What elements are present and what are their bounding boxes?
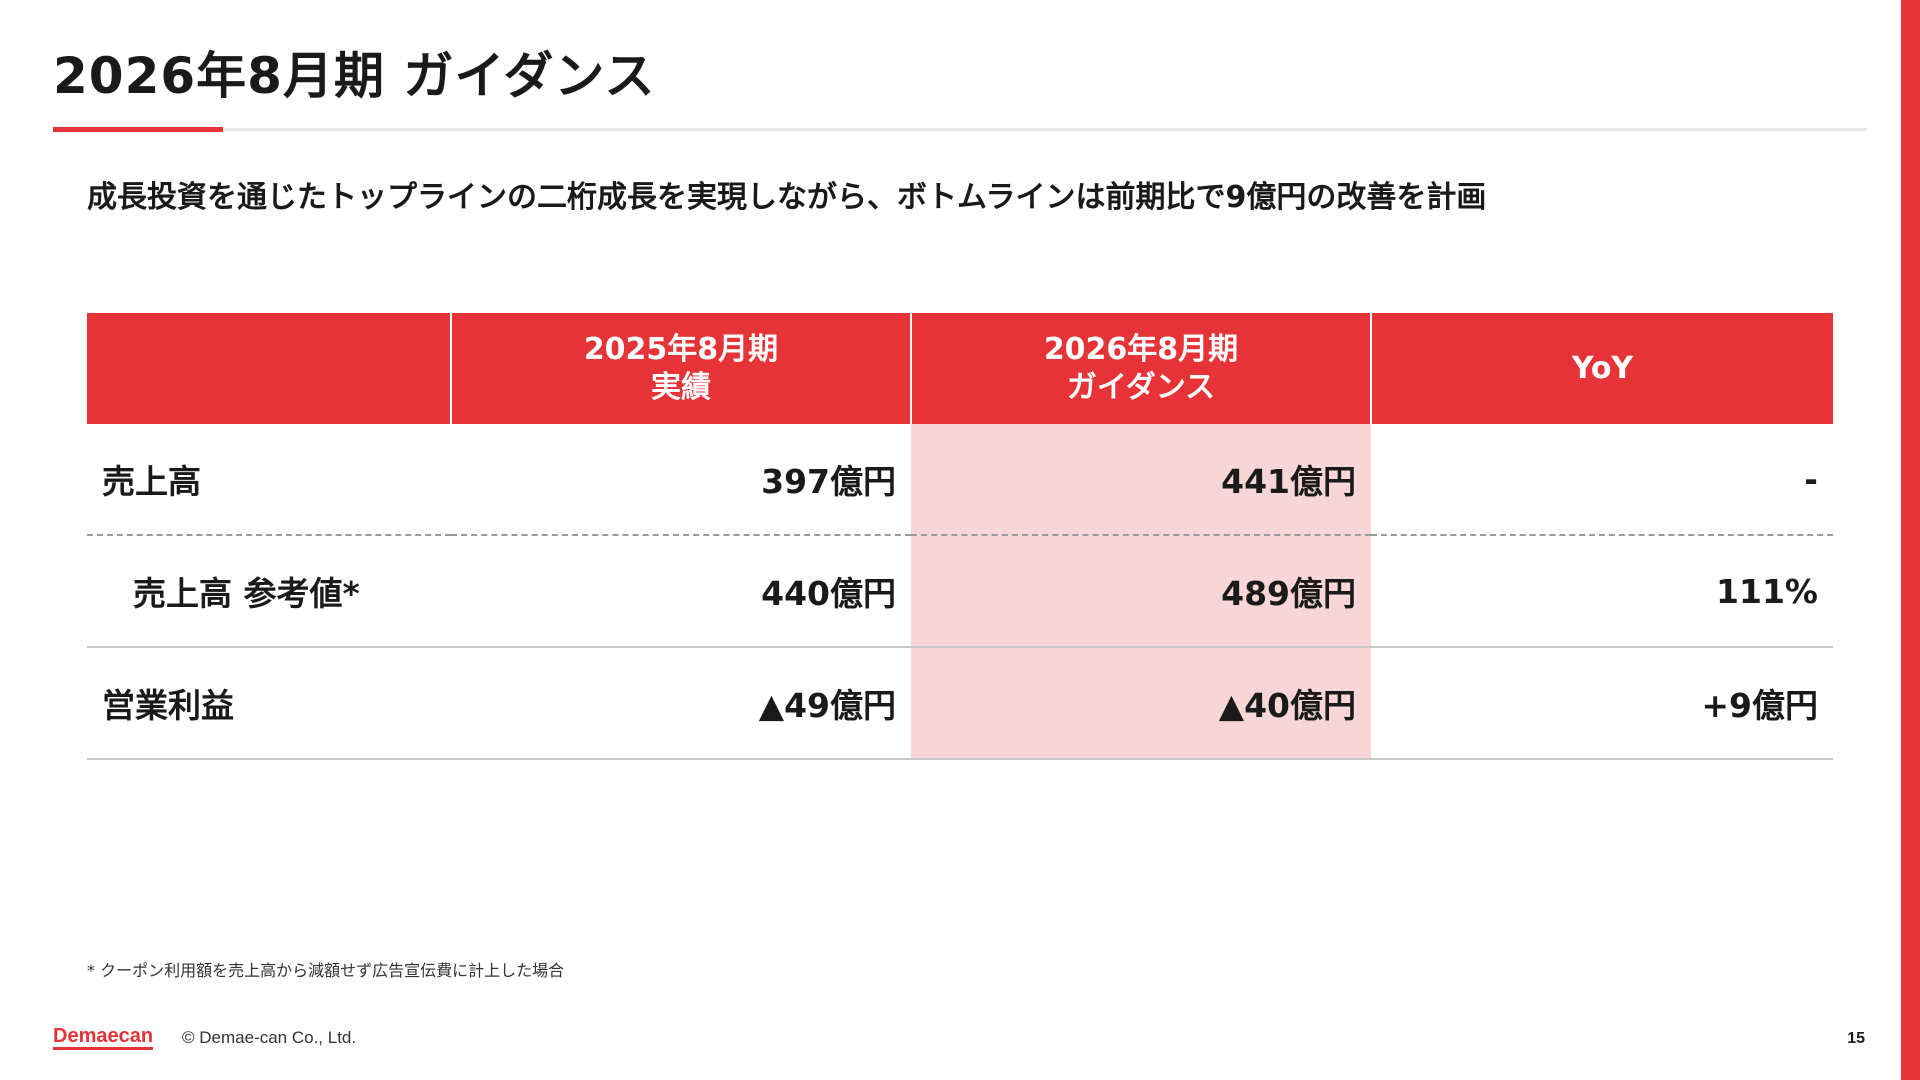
logo-wordmark: Demaecan bbox=[53, 1025, 154, 1050]
cell-yoy: 111% bbox=[1371, 535, 1833, 648]
table-row-revenue-reference: 売上高 参考値* 440億円 489億円 111% bbox=[87, 535, 1833, 648]
copyright-text: © Demae-can Co., Ltd. bbox=[182, 1028, 357, 1047]
table-row-operating-profit: 営業利益 ▲49億円 ▲40億円 +9億円 bbox=[87, 647, 1833, 760]
demaecan-logo: Demaecan bbox=[53, 1024, 154, 1050]
page-subtitle: 成長投資を通じたトップラインの二桁成長を実現しながら、ボトムラインは前期比で9億… bbox=[87, 180, 1487, 215]
table-header-row: 2025年8月期 実績 2026年8月期 ガイダンス YoY bbox=[87, 313, 1833, 424]
right-accent-bar bbox=[1901, 0, 1920, 1080]
row-label: 営業利益 bbox=[87, 647, 451, 760]
cell-fy2026: 489億円 bbox=[911, 535, 1371, 648]
title-underline bbox=[53, 128, 1867, 131]
cell-fy2026: 441億円 bbox=[911, 424, 1371, 536]
header-fy2025-period: 2025年8月期 bbox=[583, 331, 779, 367]
header-fy2026-period: 2026年8月期 bbox=[1043, 331, 1239, 367]
cell-fy2026: ▲40億円 bbox=[911, 647, 1371, 760]
footnote: * クーポン利用額を売上高から減額せず広告宣伝費に計上した場合 bbox=[87, 961, 565, 980]
header-fy2026-type: ガイダンス bbox=[1066, 369, 1216, 405]
page-number: 15 bbox=[1847, 1030, 1865, 1047]
header-fy2025: 2025年8月期 実績 bbox=[450, 313, 911, 424]
header-empty-cell bbox=[87, 313, 451, 424]
table-row-revenue: 売上高 397億円 441億円 - bbox=[87, 424, 1833, 536]
cell-fy2025: ▲49億円 bbox=[451, 647, 911, 760]
cell-fy2025: 440億円 bbox=[451, 535, 911, 648]
title-underline-accent bbox=[53, 127, 223, 132]
cell-fy2025: 397億円 bbox=[451, 424, 911, 536]
row-label: 売上高 bbox=[87, 424, 451, 536]
header-yoy: YoY bbox=[1370, 313, 1833, 424]
header-yoy-label: YoY bbox=[1571, 350, 1634, 386]
cell-yoy: - bbox=[1371, 424, 1833, 536]
guidance-table: 2025年8月期 実績 2026年8月期 ガイダンス YoY 売上高 397億円… bbox=[87, 313, 1833, 760]
header-fy2025-type: 実績 bbox=[651, 369, 711, 405]
header-fy2026: 2026年8月期 ガイダンス bbox=[910, 313, 1371, 424]
row-label: 売上高 参考値* bbox=[87, 535, 451, 648]
page-title: 2026年8月期 ガイダンス bbox=[53, 47, 656, 105]
cell-yoy: +9億円 bbox=[1371, 647, 1833, 760]
